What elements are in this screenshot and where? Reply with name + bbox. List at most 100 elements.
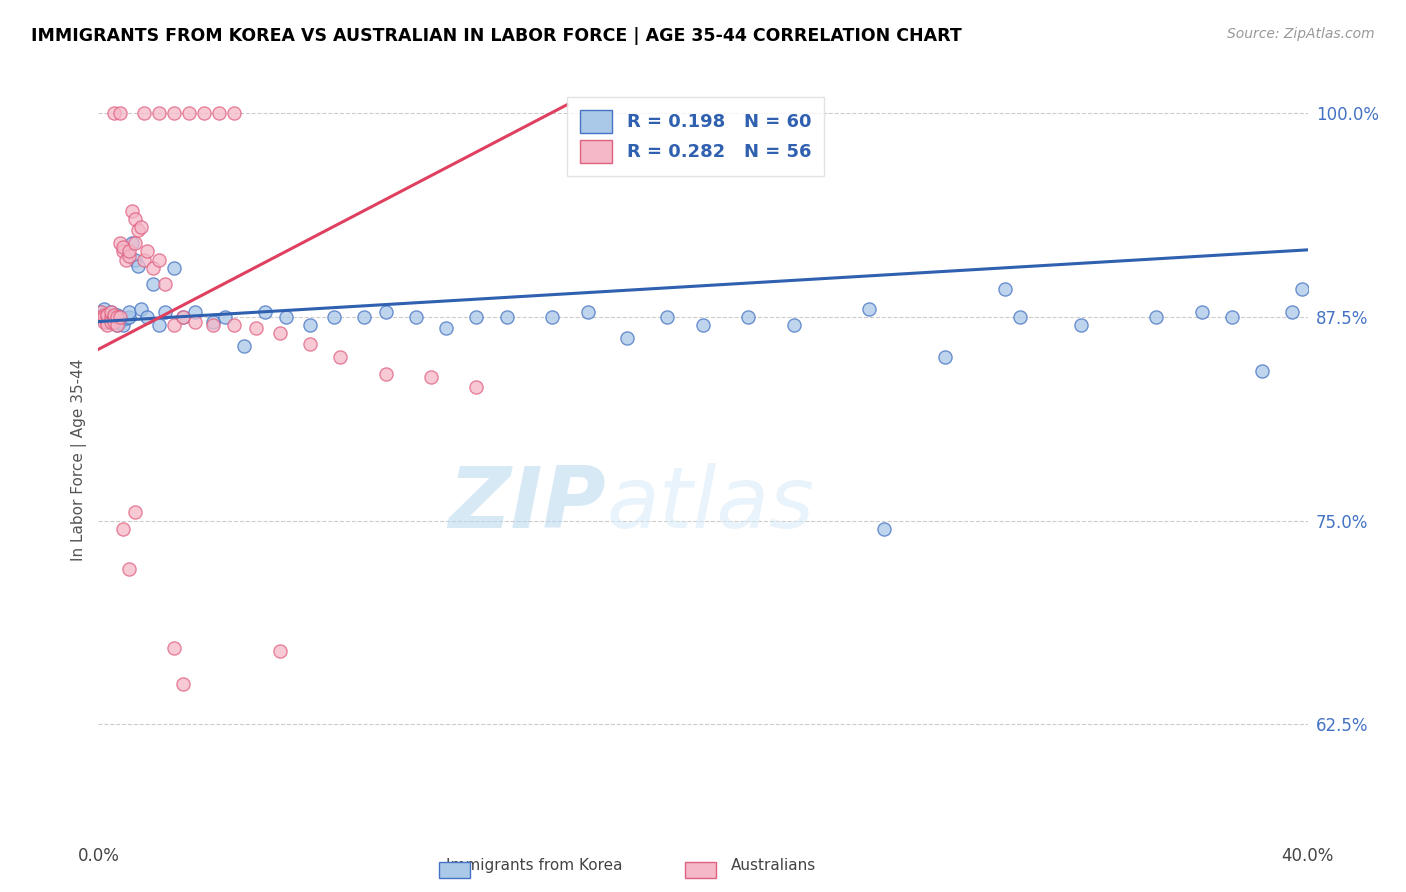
Point: [172, 310, 194, 324]
Point: [1010, 310, 1032, 324]
Point: [121, 203, 143, 218]
Point: [153, 305, 176, 319]
Point: [124, 252, 146, 267]
Point: [353, 310, 375, 324]
Point: [96, 315, 118, 329]
Point: [1291, 282, 1313, 296]
Point: [495, 310, 517, 324]
Point: [124, 236, 146, 251]
Point: [163, 260, 186, 275]
Point: [1191, 305, 1213, 319]
Point: [100, 310, 122, 324]
Point: [214, 310, 236, 324]
Point: [934, 351, 956, 365]
Point: [93, 310, 115, 324]
Point: [129, 301, 152, 316]
Point: [184, 305, 207, 319]
Point: [124, 211, 146, 226]
Point: [100, 311, 122, 326]
Point: [148, 106, 170, 120]
Point: [858, 301, 880, 316]
Point: [135, 244, 157, 259]
Point: [323, 310, 346, 324]
Point: [108, 106, 131, 120]
Point: [132, 252, 155, 267]
Point: [253, 305, 276, 319]
Point: [127, 259, 149, 273]
Point: [105, 308, 128, 322]
Text: Source: ZipAtlas.com: Source: ZipAtlas.com: [1227, 27, 1375, 41]
Point: [269, 644, 291, 658]
Point: [153, 277, 176, 291]
Point: [329, 351, 352, 365]
Point: [118, 244, 141, 259]
Point: [118, 305, 141, 319]
Point: [374, 305, 396, 319]
Point: [103, 308, 125, 322]
Point: [111, 522, 134, 536]
Point: [105, 318, 128, 332]
Point: [93, 315, 115, 329]
Point: [540, 310, 562, 324]
Point: [124, 505, 146, 519]
Point: [202, 318, 225, 332]
Point: [434, 321, 457, 335]
Point: [224, 106, 246, 120]
Point: [224, 318, 246, 332]
Point: [299, 337, 322, 351]
Point: [103, 315, 125, 329]
Point: [105, 310, 128, 324]
Point: [1220, 310, 1243, 324]
Point: [465, 310, 488, 324]
Point: [994, 282, 1017, 296]
Point: [111, 239, 134, 253]
Point: [420, 370, 443, 384]
Point: [142, 277, 165, 291]
Point: [105, 318, 128, 332]
Text: ZIP: ZIP: [449, 463, 606, 547]
Point: [100, 305, 122, 319]
Point: [163, 640, 186, 655]
Point: [90, 305, 112, 319]
Point: [118, 310, 141, 324]
Point: [465, 380, 488, 394]
Point: [96, 318, 118, 332]
Point: [108, 310, 131, 324]
Point: [114, 252, 136, 267]
Point: [96, 308, 118, 322]
Point: [96, 315, 118, 329]
Point: [616, 331, 638, 345]
Point: [142, 260, 165, 275]
Point: [108, 315, 131, 329]
Point: [96, 310, 118, 324]
Point: [299, 318, 322, 332]
Point: [269, 326, 291, 340]
Point: [148, 252, 170, 267]
Point: [93, 310, 115, 324]
Text: IMMIGRANTS FROM KOREA VS AUSTRALIAN IN LABOR FORCE | AGE 35-44 CORRELATION CHART: IMMIGRANTS FROM KOREA VS AUSTRALIAN IN L…: [31, 27, 962, 45]
Point: [93, 308, 115, 322]
Y-axis label: In Labor Force | Age 35-44: In Labor Force | Age 35-44: [72, 359, 87, 560]
Point: [100, 305, 122, 319]
Point: [405, 310, 427, 324]
Legend: R = 0.198   N = 60, R = 0.282   N = 56: R = 0.198 N = 60, R = 0.282 N = 56: [567, 97, 824, 176]
Point: [129, 220, 152, 235]
Point: [737, 310, 759, 324]
Point: [114, 311, 136, 326]
Point: [111, 318, 134, 332]
Point: [576, 305, 599, 319]
Point: [1251, 363, 1274, 377]
Point: [148, 318, 170, 332]
Point: [172, 676, 194, 690]
Point: [692, 318, 714, 332]
Point: [202, 315, 225, 329]
Point: [111, 244, 134, 259]
Point: [100, 315, 122, 329]
Point: [274, 310, 297, 324]
Point: [103, 315, 125, 329]
Point: [193, 106, 215, 120]
Point: [90, 310, 112, 324]
Point: [1070, 318, 1092, 332]
Point: [103, 106, 125, 120]
Point: [96, 308, 118, 322]
